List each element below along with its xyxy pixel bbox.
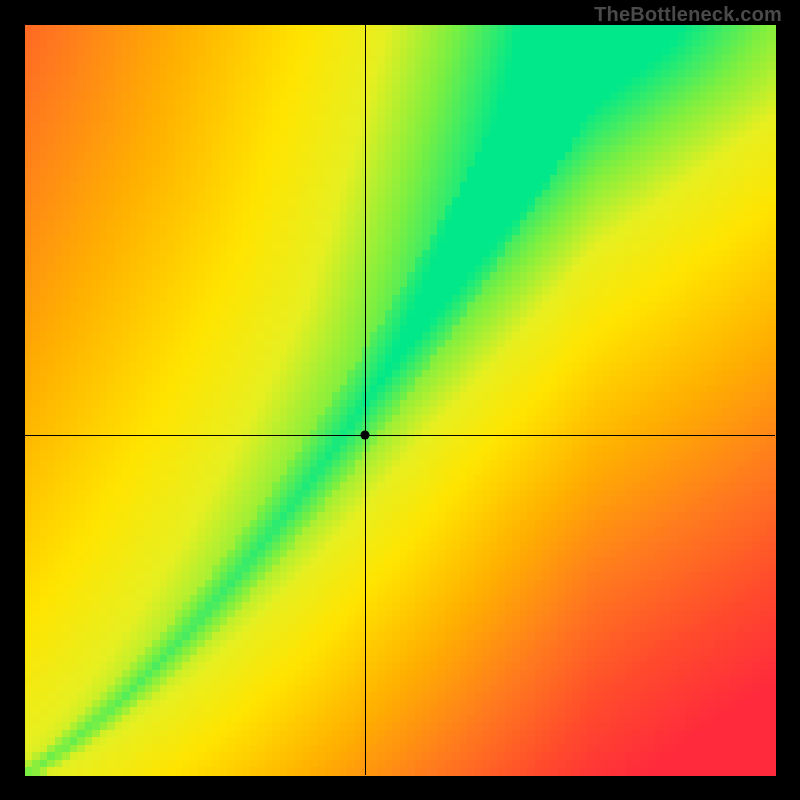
bottleneck-heatmap <box>0 0 800 800</box>
watermark-text: TheBottleneck.com <box>594 4 782 27</box>
chart-container: TheBottleneck.com <box>0 0 800 800</box>
